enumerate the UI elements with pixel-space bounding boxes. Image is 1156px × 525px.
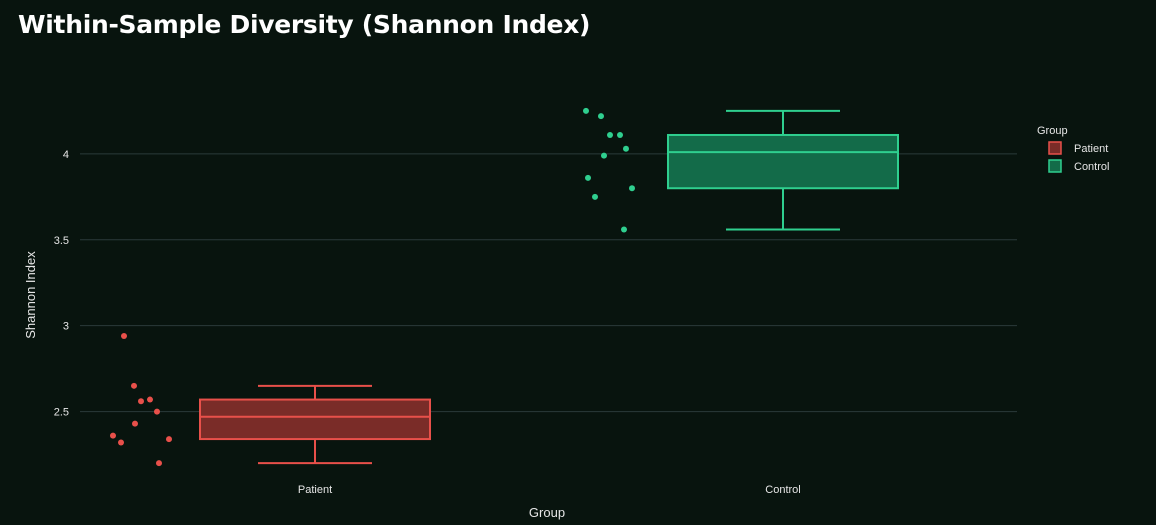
legend-label-control: Control [1074,161,1109,173]
data-point-control [583,107,589,114]
data-point-control [601,152,607,159]
legend-title: Group [1037,125,1068,137]
x-tick-label: Control [765,484,800,496]
box-patient [199,398,431,441]
data-point-patient [121,332,127,339]
y-axis-ticks: 2.5 3 3.5 4 [54,149,69,419]
data-point-patient [156,460,162,467]
data-point-control [592,193,598,200]
data-point-control [621,226,627,233]
data-point-control [629,185,635,192]
legend-label-patient: Patient [1074,143,1108,155]
y-tick-label: 4 [63,149,69,161]
data-point-control [585,174,591,181]
grid-lines [80,153,1017,413]
x-axis-ticks: Patient Control [298,484,801,496]
boxes [199,109,899,465]
chart-title: Within-Sample Diversity (Shannon Index) [18,10,591,39]
data-point-control [623,145,629,152]
legend-item-patient[interactable]: Patient [1048,141,1108,155]
data-point-patient [110,432,116,439]
legend: Group Patient Control [1037,125,1109,173]
box-control [667,133,899,190]
data-point-patient [118,439,124,446]
data-point-control [607,131,613,138]
y-tick-label: 2.5 [54,407,69,419]
data-point-control [598,113,604,120]
data-point-patient [138,398,144,405]
data-point-patient [132,420,138,427]
y-tick-label: 3.5 [54,235,69,247]
data-point-control [617,131,623,138]
data-point-patient [166,436,172,443]
data-points [110,107,635,467]
x-tick-label: Patient [298,484,332,496]
data-point-patient [147,396,153,403]
x-axis-title: Group [529,505,565,520]
legend-swatch-patient [1048,141,1062,155]
legend-swatch-control [1048,159,1062,173]
y-tick-label: 3 [63,321,69,333]
data-point-patient [154,408,160,415]
y-axis-title: Shannon Index [23,251,38,339]
data-point-patient [131,382,137,389]
legend-item-control[interactable]: Control [1048,159,1109,173]
